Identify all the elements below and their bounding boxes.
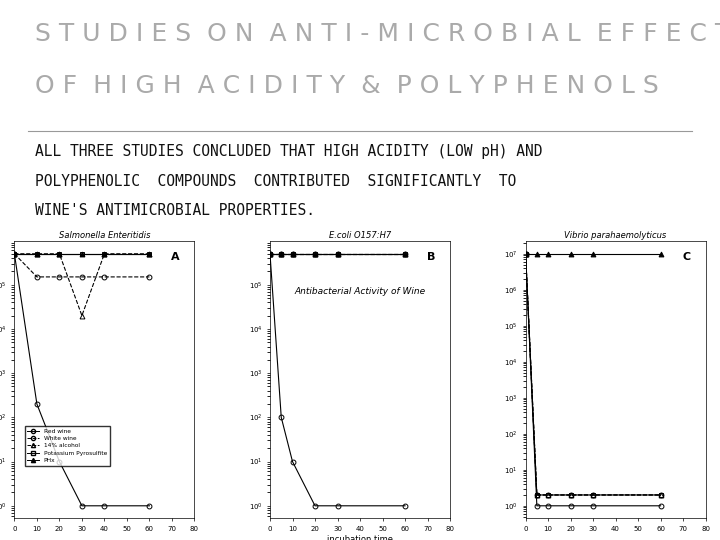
Text: Antibacterial Activity of Wine: Antibacterial Activity of Wine: [294, 287, 426, 296]
Text: O F  H I G H  A C I D I T Y  &  P O L Y P H E N O L S: O F H I G H A C I D I T Y & P O L Y P H …: [35, 74, 659, 98]
Text: ALL THREE STUDIES CONCLUDED THAT HIGH ACIDITY (LOW pH) AND: ALL THREE STUDIES CONCLUDED THAT HIGH AC…: [35, 144, 543, 159]
Text: WINE'S ANTIMICROBIAL PROPERTIES.: WINE'S ANTIMICROBIAL PROPERTIES.: [35, 204, 315, 218]
Title: Vibrio parahaemolyticus: Vibrio parahaemolyticus: [564, 232, 667, 240]
Text: A: A: [171, 252, 179, 262]
X-axis label: incubation time: incubation time: [327, 535, 393, 540]
Text: POLYPHENOLIC  COMPOUNDS  CONTRIBUTED  SIGNIFICANTLY  TO: POLYPHENOLIC COMPOUNDS CONTRIBUTED SIGNI…: [35, 173, 516, 188]
Text: C: C: [683, 252, 690, 262]
Title: Salmonella Enteritidis: Salmonella Enteritidis: [58, 232, 150, 240]
Title: E.coli O157:H7: E.coli O157:H7: [329, 232, 391, 240]
Text: B: B: [426, 252, 435, 262]
Legend: Red wine, White wine, 14% alcohol, Potassium Pyrosulfite, PHx: Red wine, White wine, 14% alcohol, Potas…: [24, 426, 110, 465]
Text: S T U D I E S  O N  A N T I - M I C R O B I A L  E F F E C T S: S T U D I E S O N A N T I - M I C R O B …: [35, 22, 720, 46]
